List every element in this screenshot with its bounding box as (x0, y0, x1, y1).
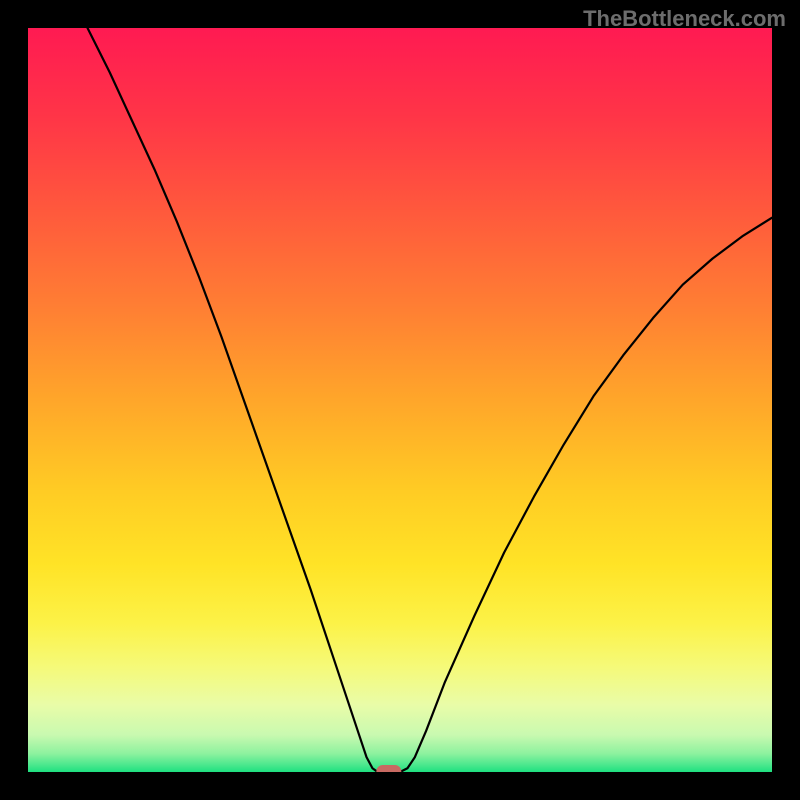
plot-area (28, 28, 772, 772)
optimal-point-marker (377, 766, 401, 773)
chart-frame: TheBottleneck.com (0, 0, 800, 800)
chart-svg (28, 28, 772, 772)
